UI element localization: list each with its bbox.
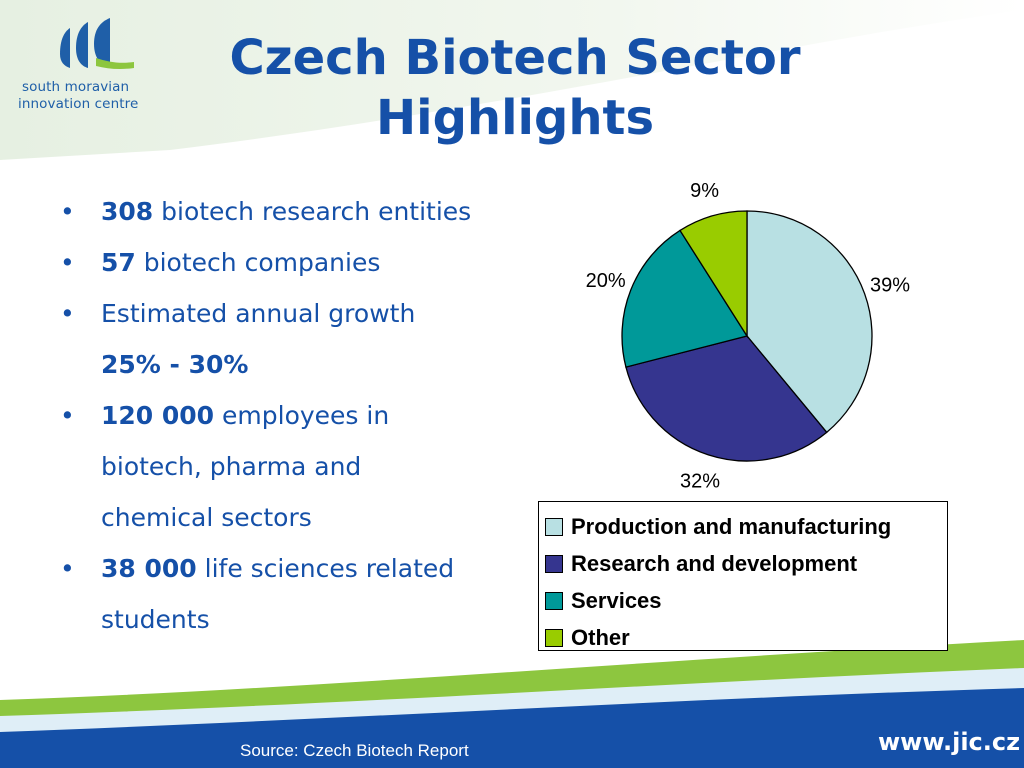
legend-swatch bbox=[545, 517, 563, 536]
pie-slice-2 bbox=[621, 229, 749, 368]
logo-mark-icon bbox=[60, 18, 134, 70]
legend-label: Research and development bbox=[571, 550, 858, 576]
bullet-text: biotech research entities bbox=[153, 197, 472, 226]
legend-item: Production and manufacturing bbox=[545, 508, 947, 545]
logo-text-line2: innovation centre bbox=[18, 96, 139, 112]
legend-swatch bbox=[545, 554, 563, 573]
pie-slice-0 bbox=[746, 210, 873, 434]
pie-slice-1 bbox=[625, 335, 828, 462]
legend-item: Research and development bbox=[545, 545, 947, 582]
pie-slice-label: 32% bbox=[680, 471, 720, 493]
legend-label: Other bbox=[571, 624, 630, 650]
list-item: • 57 biotech companies bbox=[60, 237, 480, 288]
list-item: • 120 000 employees in biotech, pharma a… bbox=[60, 390, 480, 543]
top-swoosh bbox=[0, 0, 1024, 160]
bullet-glyph: • bbox=[60, 554, 75, 583]
legend-label: Production and manufacturing bbox=[571, 513, 892, 539]
pie-slice-label: 9% bbox=[690, 180, 719, 202]
chart-legend: Production and manufacturing Research an… bbox=[538, 501, 948, 651]
legend-item: Services bbox=[545, 582, 947, 619]
title-line2: Highlights bbox=[375, 90, 655, 146]
pie-slice-label: 39% bbox=[870, 275, 910, 297]
list-item: • Estimated annual growth 25% - 30% bbox=[60, 288, 480, 390]
legend-swatch bbox=[545, 591, 563, 610]
bullet-text: life sciences related students bbox=[101, 554, 455, 634]
list-item: • 38 000 life sciences related students bbox=[60, 543, 480, 645]
bullet-glyph: • bbox=[60, 197, 75, 226]
bullet-figure: 25% - 30% bbox=[101, 350, 249, 379]
bottom-blue-band bbox=[0, 688, 1024, 768]
bullet-figure: 120 000 bbox=[101, 401, 215, 430]
legend-label: Services bbox=[571, 587, 662, 613]
pie-chart: 39% 32% 20% 9% bbox=[586, 180, 911, 493]
list-item: • 308 biotech research entities bbox=[60, 186, 480, 237]
logo: south moravian innovation centre bbox=[18, 18, 168, 118]
bullet-figure: 308 bbox=[101, 197, 154, 226]
bullet-text: Estimated annual growth bbox=[101, 299, 416, 328]
bullet-figure: 57 bbox=[101, 248, 136, 277]
pie-slice-label: 20% bbox=[586, 270, 626, 292]
legend-swatch bbox=[545, 628, 563, 647]
bullet-text: biotech companies bbox=[135, 248, 381, 277]
pie-slice-3 bbox=[679, 210, 748, 339]
bullet-glyph: • bbox=[60, 248, 75, 277]
title-line1: Czech Biotech Sector bbox=[229, 30, 801, 86]
source-note: Source: Czech Biotech Report bbox=[240, 741, 469, 760]
site-url[interactable]: www.jic.cz bbox=[878, 728, 1021, 756]
highlights-list: • 308 biotech research entities • 57 bio… bbox=[60, 186, 480, 645]
bullet-glyph: • bbox=[60, 299, 75, 328]
logo-text-line1: south moravian bbox=[22, 79, 130, 95]
legend-item: Other bbox=[545, 619, 947, 656]
bullet-glyph: • bbox=[60, 401, 75, 430]
slide-title: Czech Biotech Sector Highlights bbox=[170, 28, 860, 148]
bullet-figure: 38 000 bbox=[101, 554, 197, 583]
bullet-text: employees in biotech, pharma and chemica… bbox=[101, 401, 390, 532]
